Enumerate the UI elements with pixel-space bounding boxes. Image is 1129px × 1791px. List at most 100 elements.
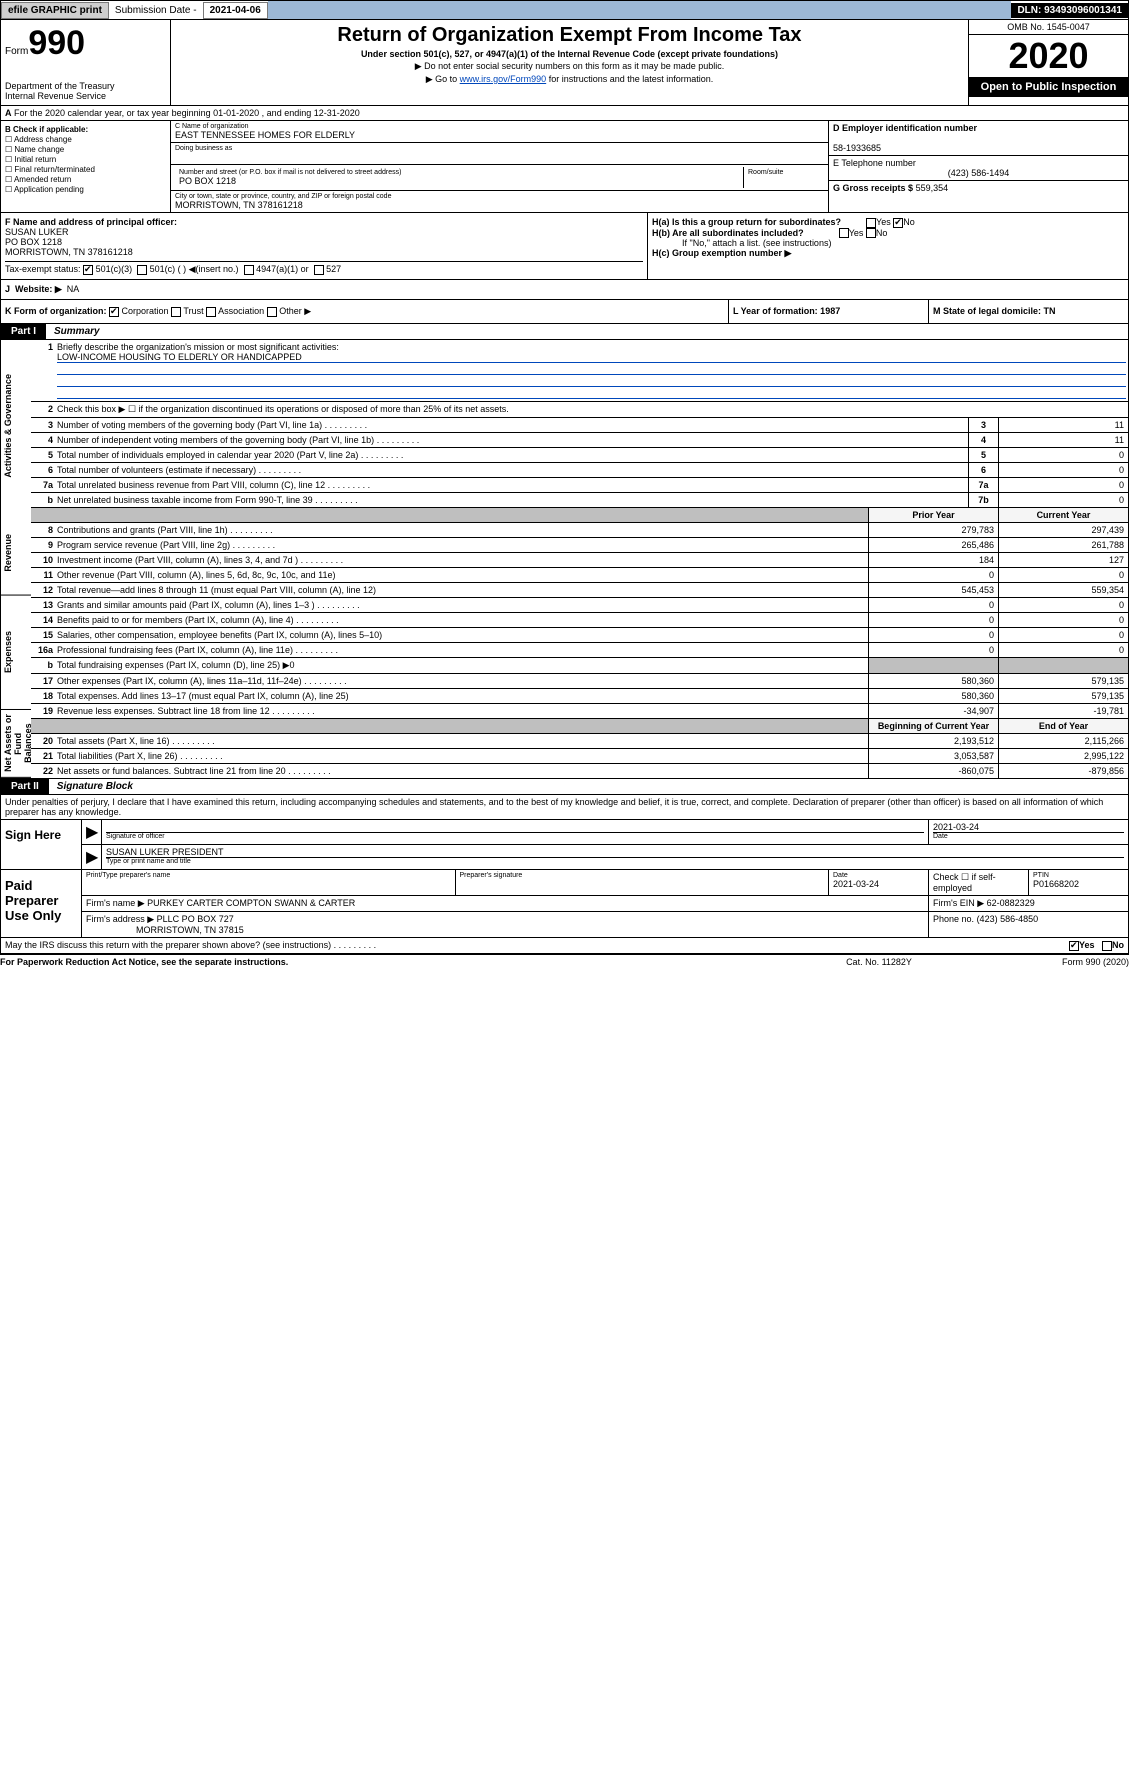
val-21-eoy: 2,995,122 bbox=[998, 749, 1128, 763]
entity-info: B Check if applicable: ☐ Address change … bbox=[0, 121, 1129, 213]
gross-receipts-value: 559,354 bbox=[916, 183, 949, 193]
dln: DLN: 93493096001341 bbox=[1011, 3, 1128, 18]
val-14-cy: 0 bbox=[998, 613, 1128, 627]
mission-text: LOW-INCOME HOUSING TO ELDERLY OR HANDICA… bbox=[57, 352, 1126, 363]
chk-corp[interactable] bbox=[109, 307, 119, 317]
irs-link[interactable]: www.irs.gov/Form990 bbox=[460, 74, 547, 84]
row-j-website: J Website: ▶ NA bbox=[0, 280, 1129, 300]
val-7b: 0 bbox=[998, 493, 1128, 507]
firm-phone: (423) 586-4850 bbox=[977, 914, 1039, 924]
ein-value: 58-1933685 bbox=[833, 143, 881, 153]
dba-cell: Doing business as bbox=[171, 143, 828, 165]
chk-name-change[interactable]: ☐ Name change bbox=[5, 145, 166, 154]
part-2-header: Part II Signature Block bbox=[0, 779, 1129, 795]
officer-name: SUSAN LUKER bbox=[5, 227, 643, 237]
chk-4947[interactable] bbox=[244, 265, 254, 275]
chk-other[interactable] bbox=[267, 307, 277, 317]
chk-527[interactable] bbox=[314, 265, 324, 275]
chk-501c3[interactable] bbox=[83, 265, 93, 275]
section-b: B Check if applicable: ☐ Address change … bbox=[1, 121, 171, 212]
ha-yes[interactable] bbox=[866, 218, 876, 228]
val-4: 11 bbox=[998, 433, 1128, 447]
open-to-public: Open to Public Inspection bbox=[969, 77, 1128, 97]
privacy-note: ▶ Do not enter social security numbers o… bbox=[175, 61, 964, 72]
org-name: EAST TENNESSEE HOMES FOR ELDERLY bbox=[175, 130, 824, 140]
val-21-boy: 3,053,587 bbox=[868, 749, 998, 763]
chk-trust[interactable] bbox=[171, 307, 181, 317]
val-14-py: 0 bbox=[868, 613, 998, 627]
val-15-py: 0 bbox=[868, 628, 998, 642]
dept-treasury: Department of the Treasury bbox=[5, 81, 166, 91]
footer: For Paperwork Reduction Act Notice, see … bbox=[0, 954, 1129, 969]
val-19-cy: -19,781 bbox=[998, 704, 1128, 718]
chk-final-return[interactable]: ☐ Final return/terminated bbox=[5, 165, 166, 174]
efile-button[interactable]: efile GRAPHIC print bbox=[1, 2, 109, 19]
side-activities: Activities & Governance bbox=[1, 340, 31, 512]
row-k: K Form of organization: Corporation Trus… bbox=[0, 300, 1129, 324]
officer-printed: SUSAN LUKER PRESIDENT bbox=[106, 847, 1124, 857]
topbar: efile GRAPHIC print Submission Date - 20… bbox=[0, 0, 1129, 20]
ptin-value: P01668202 bbox=[1033, 879, 1124, 889]
year-formation: L Year of formation: 1987 bbox=[728, 300, 928, 323]
val-13-py: 0 bbox=[868, 598, 998, 612]
val-8-cy: 297,439 bbox=[998, 523, 1128, 537]
chk-initial-return[interactable]: ☐ Initial return bbox=[5, 155, 166, 164]
val-6: 0 bbox=[998, 463, 1128, 477]
sign-here-label: Sign Here bbox=[1, 820, 81, 869]
phone-value: (423) 586-1494 bbox=[833, 168, 1124, 178]
street-address-cell: Number and street (or P.O. box if mail i… bbox=[175, 167, 744, 188]
paperwork-notice: For Paperwork Reduction Act Notice, see … bbox=[0, 957, 779, 967]
officer-addr1: PO BOX 1218 bbox=[5, 237, 643, 247]
firm-name: PURKEY CARTER COMPTON SWANN & CARTER bbox=[147, 898, 355, 908]
discuss-question: May the IRS discuss this return with the… bbox=[5, 940, 1069, 951]
hb-yes[interactable] bbox=[839, 228, 849, 238]
val-16a-py: 0 bbox=[868, 643, 998, 657]
val-9-py: 265,486 bbox=[868, 538, 998, 552]
state-domicile: M State of legal domicile: TN bbox=[928, 300, 1128, 323]
val-20-boy: 2,193,512 bbox=[868, 734, 998, 748]
discuss-no[interactable] bbox=[1102, 941, 1112, 951]
val-15-cy: 0 bbox=[998, 628, 1128, 642]
hb-no[interactable] bbox=[866, 228, 876, 238]
officer-addr2: MORRISTOWN, TN 378161218 bbox=[5, 247, 643, 257]
line-2: Check this box ▶ ☐ if the organization d… bbox=[55, 402, 1128, 417]
gross-receipts-cell: G Gross receipts $ 559,354 bbox=[829, 181, 1128, 195]
val-22-boy: -860,075 bbox=[868, 764, 998, 778]
form-word: Form bbox=[5, 46, 28, 57]
val-13-cy: 0 bbox=[998, 598, 1128, 612]
val-8-py: 279,783 bbox=[868, 523, 998, 537]
chk-assoc[interactable] bbox=[206, 307, 216, 317]
val-17-cy: 579,135 bbox=[998, 674, 1128, 688]
val-22-eoy: -879,856 bbox=[998, 764, 1128, 778]
phone-cell: E Telephone number (423) 586-1494 bbox=[829, 156, 1128, 181]
prep-date: 2021-03-24 bbox=[833, 879, 924, 889]
side-net-assets: Net Assets or Fund Balances bbox=[1, 710, 31, 778]
val-10-py: 184 bbox=[868, 553, 998, 567]
city-state-zip: MORRISTOWN, TN 378161218 bbox=[175, 200, 824, 210]
val-19-py: -34,907 bbox=[868, 704, 998, 718]
form-number: 990 bbox=[28, 24, 85, 62]
val-10-cy: 127 bbox=[998, 553, 1128, 567]
form-ref: Form 990 (2020) bbox=[979, 957, 1129, 967]
discuss-yes[interactable] bbox=[1069, 941, 1079, 951]
row-a-tax-year: A For the 2020 calendar year, or tax yea… bbox=[0, 106, 1129, 121]
chk-501c[interactable] bbox=[137, 265, 147, 275]
form-subtitle: Under section 501(c), 527, or 4947(a)(1)… bbox=[175, 49, 964, 59]
firm-addr1: PLLC PO BOX 727 bbox=[157, 914, 234, 924]
chk-application-pending[interactable]: ☐ Application pending bbox=[5, 185, 166, 194]
form-title: Return of Organization Exempt From Incom… bbox=[175, 24, 964, 47]
firm-ein: 62-0882329 bbox=[987, 898, 1035, 908]
org-name-cell: C Name of organization EAST TENNESSEE HO… bbox=[171, 121, 828, 143]
chk-amended-return[interactable]: ☐ Amended return bbox=[5, 175, 166, 184]
paid-preparer-label: Paid Preparer Use Only bbox=[1, 870, 81, 937]
irs-label: Internal Revenue Service bbox=[5, 91, 166, 101]
perjury-disclaimer: Under penalties of perjury, I declare th… bbox=[1, 795, 1128, 819]
topbar-spacer bbox=[268, 1, 1012, 19]
self-employed-check[interactable]: Check ☐ if self-employed bbox=[928, 870, 1028, 895]
part-1-header: Part I Summary bbox=[0, 324, 1129, 340]
sig-date-1: 2021-03-24 bbox=[933, 822, 1124, 832]
ha-no[interactable] bbox=[893, 218, 903, 228]
chk-address-change[interactable]: ☐ Address change bbox=[5, 135, 166, 144]
val-5: 0 bbox=[998, 448, 1128, 462]
cat-no: Cat. No. 11282Y bbox=[779, 957, 979, 967]
